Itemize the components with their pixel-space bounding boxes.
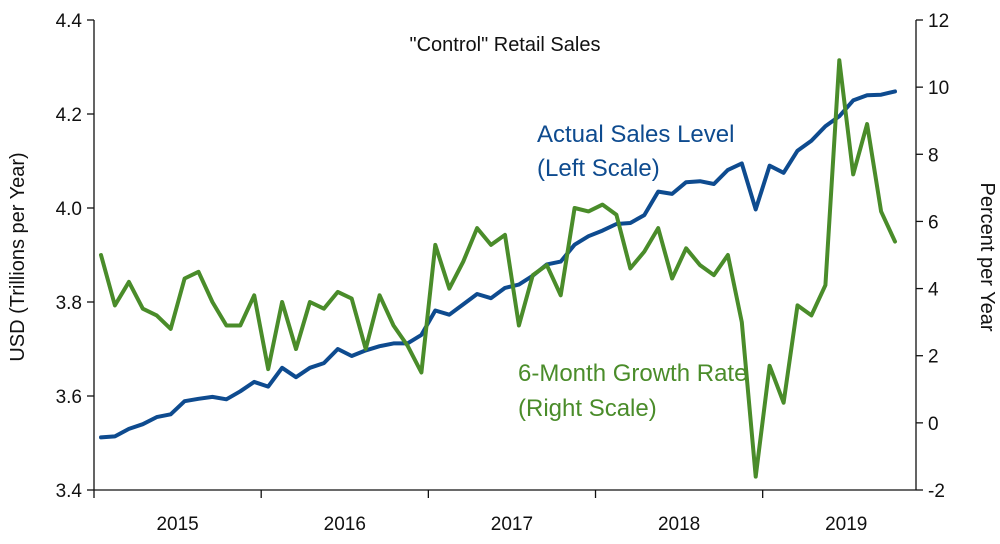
x-tick-label: 2017 — [491, 514, 533, 535]
y-right-tick-label: 6 — [928, 212, 939, 233]
y-right-tick-label: -2 — [928, 481, 945, 502]
x-tick-label: 2019 — [825, 514, 867, 535]
x-tick-label: 2018 — [658, 514, 700, 535]
x-tick-label: 2015 — [156, 514, 198, 535]
x-tick-label: 2016 — [324, 514, 366, 535]
plot-frame — [87, 19, 923, 498]
level-annotation-line2: (Left Scale) — [537, 155, 660, 182]
tick-labels: 3.4 3.6 3.8 4.0 4.2 4.4 -2 0 2 4 6 8 10 12 2015 2016 201… — [56, 11, 950, 535]
level-annotation-line1: Actual Sales Level — [537, 121, 734, 148]
y-axis-left-title: USD (Trillions per Year) — [7, 152, 29, 361]
y-right-tick-label: 10 — [928, 78, 949, 99]
y-axis-right-title: Percent per Year — [976, 183, 998, 332]
y-right-tick-label: 12 — [928, 11, 949, 32]
y-left-tick-label: 3.6 — [56, 387, 82, 408]
series-line-sales-level — [99, 89, 897, 440]
y-left-tick-label: 3.4 — [56, 481, 83, 502]
series-lines — [99, 58, 897, 479]
y-left-tick-label: 4.0 — [56, 199, 82, 220]
series-line-growth-rate — [99, 58, 897, 479]
growth-annotation-line2: (Right Scale) — [518, 395, 657, 422]
y-left-tick-label: 4.4 — [56, 11, 83, 32]
y-right-tick-label: 8 — [928, 145, 939, 166]
chart-title: "Control" Retail Sales — [410, 34, 601, 56]
y-left-tick-label: 4.2 — [56, 105, 82, 126]
y-right-tick-label: 4 — [928, 280, 939, 301]
growth-annotation-line1: 6-Month Growth Rate — [518, 360, 747, 387]
y-right-tick-label: 0 — [928, 414, 939, 435]
y-left-tick-label: 3.8 — [56, 293, 82, 314]
y-right-tick-label: 2 — [928, 347, 939, 368]
